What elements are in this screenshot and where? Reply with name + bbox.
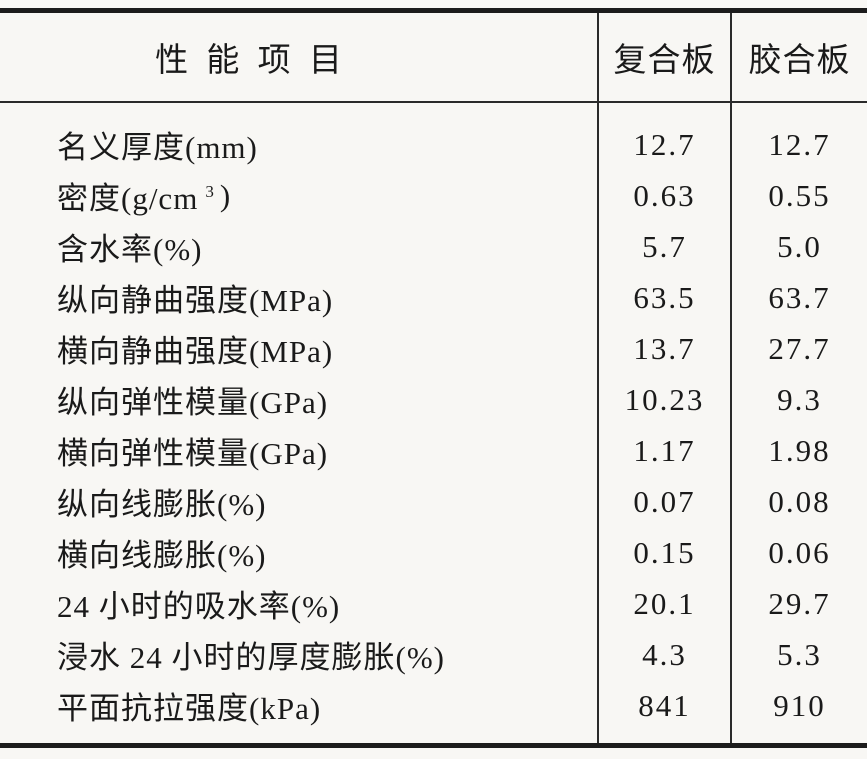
row-label-nominal-thickness: 名义厚度(mm) bbox=[57, 130, 258, 165]
value-cell: 63.5 bbox=[633, 279, 696, 315]
value-cell: 0.06 bbox=[768, 534, 831, 570]
table-body: 名义厚度(mm) 密度(g/cm 3) 含水率(%) 纵向静曲强度(MPa) 横向… bbox=[0, 103, 867, 743]
value-cell: 1.17 bbox=[633, 432, 696, 468]
value-cell: 9.3 bbox=[777, 381, 822, 417]
row-label-24h-thickness-swelling: 浸水 24 小时的厚度膨胀(%) bbox=[57, 640, 445, 675]
value-cell: 13.7 bbox=[633, 330, 696, 366]
value-cell: 5.3 bbox=[777, 636, 822, 672]
row-label-transverse-linear-expansion: 横向线膨胀(%) bbox=[57, 538, 267, 573]
value-cell: 4.3 bbox=[642, 636, 687, 672]
value-cell: 0.07 bbox=[633, 483, 696, 519]
row-label-internal-bond-strength: 平面抗拉强度(kPa) bbox=[57, 691, 322, 726]
value-cell: 0.55 bbox=[768, 177, 831, 213]
value-cell: 910 bbox=[773, 687, 826, 723]
value-cell: 5.7 bbox=[642, 228, 687, 264]
plywood-column: 12.7 0.55 5.0 63.7 27.7 9.3 1.98 0.08 0.… bbox=[730, 103, 867, 743]
value-cell: 0.15 bbox=[633, 534, 696, 570]
value-cell: 1.98 bbox=[768, 432, 831, 468]
row-label-longitudinal-linear-expansion: 纵向线膨胀(%) bbox=[57, 487, 267, 522]
value-cell: 5.0 bbox=[777, 228, 822, 264]
composite-board-column: 12.7 0.63 5.7 63.5 13.7 10.23 1.17 0.07 … bbox=[597, 103, 730, 743]
header-plywood: 胶合板 bbox=[730, 13, 867, 101]
row-label-transverse-elastic-modulus: 横向弹性模量(GPa) bbox=[57, 436, 329, 471]
row-label-transverse-bending-strength: 横向静曲强度(MPa) bbox=[57, 334, 334, 369]
labels-column: 名义厚度(mm) 密度(g/cm 3) 含水率(%) 纵向静曲强度(MPa) 横向… bbox=[0, 103, 597, 743]
value-cell: 12.7 bbox=[633, 126, 696, 162]
header-performance-items: 性 能 项 目 bbox=[155, 43, 347, 79]
value-cell: 841 bbox=[638, 687, 691, 723]
row-label-suffix: ) bbox=[219, 177, 232, 213]
value-cell: 12.7 bbox=[768, 126, 831, 162]
value-cell: 27.7 bbox=[768, 330, 831, 366]
value-cell: 29.7 bbox=[768, 585, 831, 621]
value-cell: 63.7 bbox=[768, 279, 831, 315]
header-composite-board: 复合板 bbox=[597, 13, 730, 101]
value-cell: 0.08 bbox=[768, 483, 831, 519]
value-cell: 10.23 bbox=[624, 381, 705, 417]
value-cell: 0.63 bbox=[633, 177, 696, 213]
properties-table: 性 能 项 目 复合板 胶合板 名义厚度(mm) 密度(g/cm 3) 含水率(%… bbox=[0, 8, 867, 748]
row-label-longitudinal-bending-strength: 纵向静曲强度(MPa) bbox=[57, 283, 334, 318]
value-cell: 20.1 bbox=[633, 585, 696, 621]
row-label-moisture-content: 含水率(%) bbox=[57, 232, 203, 267]
table-header-row: 性 能 项 目 复合板 胶合板 bbox=[0, 13, 867, 103]
row-label-longitudinal-elastic-modulus: 纵向弹性模量(GPa) bbox=[57, 385, 329, 420]
row-label-text: 密度(g/cm bbox=[57, 181, 199, 216]
row-label-24h-water-absorption: 24 小时的吸水率(%) bbox=[57, 589, 341, 624]
row-label-density: 密度(g/cm 3) bbox=[0, 170, 597, 221]
